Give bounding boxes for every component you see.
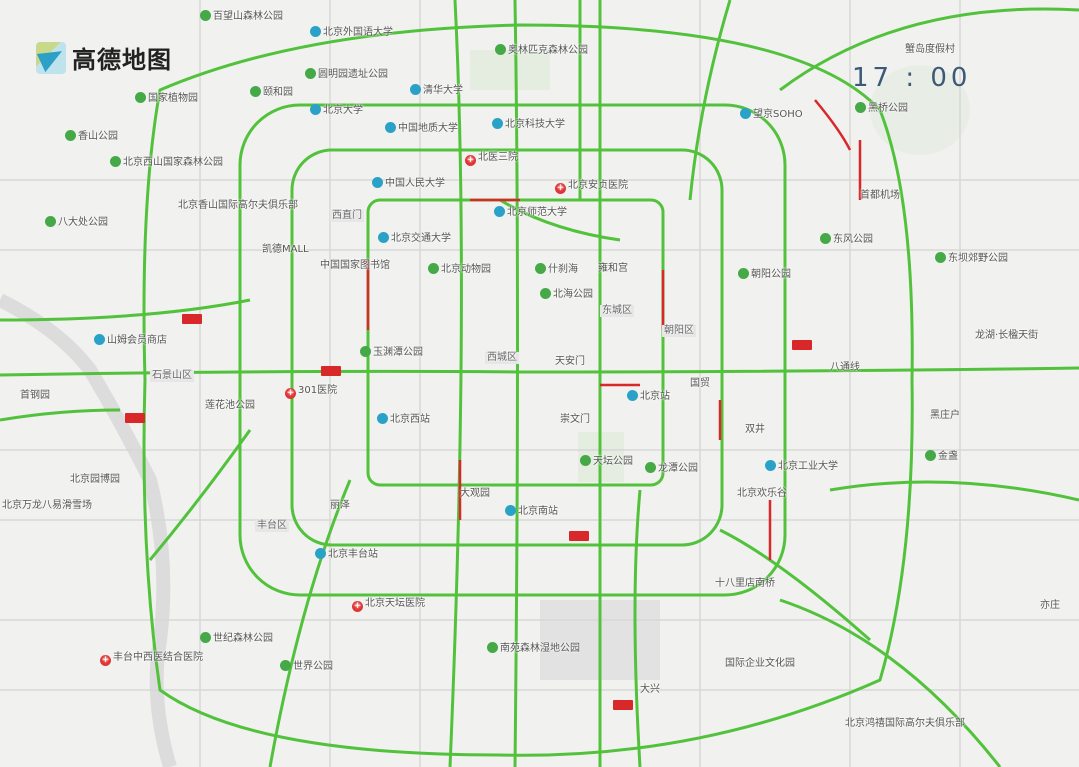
congestion-marker <box>569 531 589 541</box>
logo-text: 高德地图 <box>72 46 172 74</box>
map-label[interactable]: 圆明园遗址公园 <box>305 68 388 81</box>
map-label[interactable]: 朝阳区 <box>662 325 696 337</box>
map-label[interactable]: 天安门 <box>555 356 585 367</box>
map-label[interactable]: 北医三院 <box>465 152 518 166</box>
map-label[interactable]: 西城区 <box>485 352 519 364</box>
map-label[interactable]: 雍和宫 <box>598 263 628 274</box>
map-label[interactable]: 北京西山国家森林公园 <box>110 156 223 169</box>
map-label[interactable]: 崇文门 <box>560 414 590 425</box>
map-label[interactable]: 中国人民大学 <box>372 177 445 190</box>
map-label[interactable]: 中国国家图书馆 <box>320 260 390 271</box>
map-label[interactable]: 天坛公园 <box>580 455 633 468</box>
fourth-ring-road <box>238 103 787 597</box>
map-label[interactable]: 世纪森林公园 <box>200 632 273 645</box>
map-label[interactable]: 大兴 <box>640 684 660 695</box>
map-label[interactable]: 国际企业文化园 <box>725 658 795 669</box>
map-label[interactable]: 北京外国语大学 <box>310 26 393 39</box>
map-label[interactable]: 山姆会员商店 <box>94 334 167 347</box>
map-label[interactable]: 丰台区 <box>255 520 289 532</box>
map-label[interactable]: 国家植物园 <box>135 92 198 105</box>
map-label[interactable]: 黑桥公园 <box>855 102 908 115</box>
congestion-marker <box>613 700 633 710</box>
congestion-marker <box>321 366 341 376</box>
map-label[interactable]: 中国地质大学 <box>385 122 458 135</box>
map-label[interactable]: 香山公园 <box>65 130 118 143</box>
map-label[interactable]: 北京工业大学 <box>765 460 838 473</box>
map-label[interactable]: 南苑森林湿地公园 <box>487 642 580 655</box>
map-label[interactable]: 北京大学 <box>310 104 363 117</box>
map-label[interactable]: 颐和园 <box>250 86 293 99</box>
time-display: 17 : 00 <box>852 63 972 93</box>
map-label[interactable]: 莲花池公园 <box>205 400 255 411</box>
map-label[interactable]: 北京万龙八易滑雪场 <box>2 500 92 511</box>
map-label[interactable]: 朝阳公园 <box>738 268 791 281</box>
map-label[interactable]: 八大处公园 <box>45 216 108 229</box>
map-label[interactable]: 金盏 <box>925 450 958 463</box>
map-label[interactable]: 首钢园 <box>20 390 50 401</box>
map-label[interactable]: 望京SOHO <box>740 108 803 121</box>
map-label[interactable]: 国贸 <box>690 378 710 389</box>
map-label[interactable]: 北京西站 <box>377 413 430 426</box>
map-label[interactable]: 北京动物园 <box>428 263 491 276</box>
map-label[interactable]: 蟹岛度假村 <box>905 44 955 55</box>
map-label[interactable]: 首都机场 <box>860 190 900 201</box>
amap-logo: 高德地图 <box>36 40 172 75</box>
paper-plane-icon <box>36 41 66 74</box>
map-label[interactable]: 301医院 <box>285 385 337 399</box>
map-label[interactable]: 丰台中西医结合医院 <box>100 652 203 666</box>
congested-segments <box>366 99 862 560</box>
map-label[interactable]: 十八里店南桥 <box>715 578 775 589</box>
map-label[interactable]: 百望山森林公园 <box>200 10 283 23</box>
map-label[interactable]: 八通线 <box>830 362 860 373</box>
map-label[interactable]: 双井 <box>745 424 765 435</box>
map-label[interactable]: 北京交通大学 <box>378 232 451 245</box>
map-label[interactable]: 龙湖·长楹天街 <box>975 330 1039 341</box>
map-label[interactable]: 亦庄 <box>1040 600 1060 611</box>
map-label[interactable]: 奥林匹克森林公园 <box>495 44 588 57</box>
map-label[interactable]: 玉渊潭公园 <box>360 346 423 359</box>
map-label[interactable]: 北京香山国际高尔夫俱乐部 <box>178 200 298 211</box>
congestion-marker <box>182 314 202 324</box>
map-label[interactable]: 世界公园 <box>280 660 333 673</box>
map-label[interactable]: 东城区 <box>600 305 634 317</box>
fifth-ring-road <box>142 23 914 757</box>
congestion-marker <box>792 340 812 350</box>
map-label[interactable]: 北京安贞医院 <box>555 180 628 194</box>
map-label[interactable]: 北京师范大学 <box>494 206 567 219</box>
map-label[interactable]: 石景山区 <box>150 370 194 382</box>
map-label[interactable]: 凯德MALL <box>262 244 309 255</box>
map-label[interactable]: 东坝郊野公园 <box>935 252 1008 265</box>
map-label[interactable]: 北京科技大学 <box>492 118 565 131</box>
third-ring-road <box>290 148 724 547</box>
map-label[interactable]: 北京站 <box>627 390 670 403</box>
map-label[interactable]: 什刹海 <box>535 263 578 276</box>
map-label[interactable]: 西直门 <box>330 210 364 222</box>
map-label[interactable]: 龙潭公园 <box>645 462 698 475</box>
map-label[interactable]: 北京天坛医院 <box>352 598 425 612</box>
map-label[interactable]: 北京鸿禧国际高尔夫俱乐部 <box>845 718 965 729</box>
congestion-marker <box>125 413 145 423</box>
map-label[interactable]: 北海公园 <box>540 288 593 301</box>
map-label[interactable]: 清华大学 <box>410 84 463 97</box>
map-label[interactable]: 北京丰台站 <box>315 548 378 561</box>
map-label[interactable]: 东风公园 <box>820 233 873 246</box>
map-label[interactable]: 北京南站 <box>505 505 558 518</box>
map-label[interactable]: 北京园博园 <box>70 474 120 485</box>
map-label[interactable]: 大观园 <box>460 488 490 499</box>
map-label[interactable]: 北京欢乐谷 <box>737 488 787 499</box>
map-label[interactable]: 黑庄户 <box>930 410 960 421</box>
map-label[interactable]: 丽泽 <box>330 500 350 511</box>
